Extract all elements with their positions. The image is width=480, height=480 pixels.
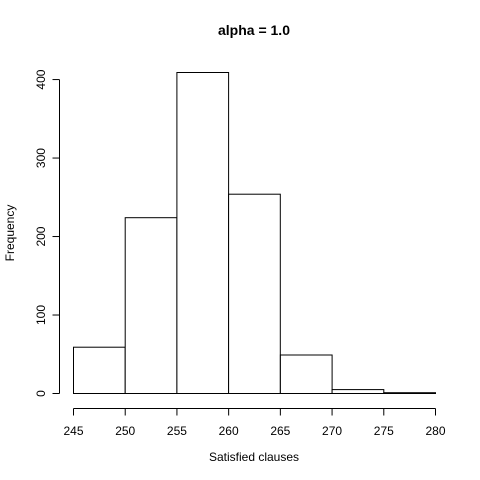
x-tick-label: 265 [270,424,290,438]
x-tick-label: 255 [167,424,187,438]
x-tick-label: 250 [115,424,135,438]
y-axis: 0 100 200 300 400 [34,69,60,397]
histogram-bar-250-255 [124,217,178,394]
y-axis-label: Frequency [3,205,17,262]
histogram-bar-255-260 [176,72,230,394]
x-tick-label: 275 [374,424,394,438]
x-axis-ticks: 245 250 255 260 265 270 275 280 [63,408,446,438]
histogram-bar-270-275 [331,389,385,395]
histogram-bar-275-280 [383,392,436,395]
y-tick-label: 100 [34,305,48,325]
x-tick-label: 245 [63,424,83,438]
histogram-bar-260-265 [228,193,281,394]
y-axis-ticks: 0 100 200 300 400 [34,69,60,397]
y-tick-label: 300 [34,148,48,168]
x-axis-label: Satisfied clauses [209,450,299,464]
histogram-bars [73,72,436,395]
x-tick-label: 260 [219,424,239,438]
y-tick-label: 0 [34,390,48,397]
y-tick-label: 400 [34,69,48,89]
histogram-bar-245-250 [73,346,126,395]
x-tick-label: 280 [425,424,445,438]
x-axis: 245 250 255 260 265 270 275 280 [63,408,446,438]
y-tick-label: 200 [34,226,48,246]
histogram-bar-265-270 [279,354,333,394]
chart-title: alpha = 1.0 [218,22,290,38]
x-tick-label: 270 [322,424,342,438]
